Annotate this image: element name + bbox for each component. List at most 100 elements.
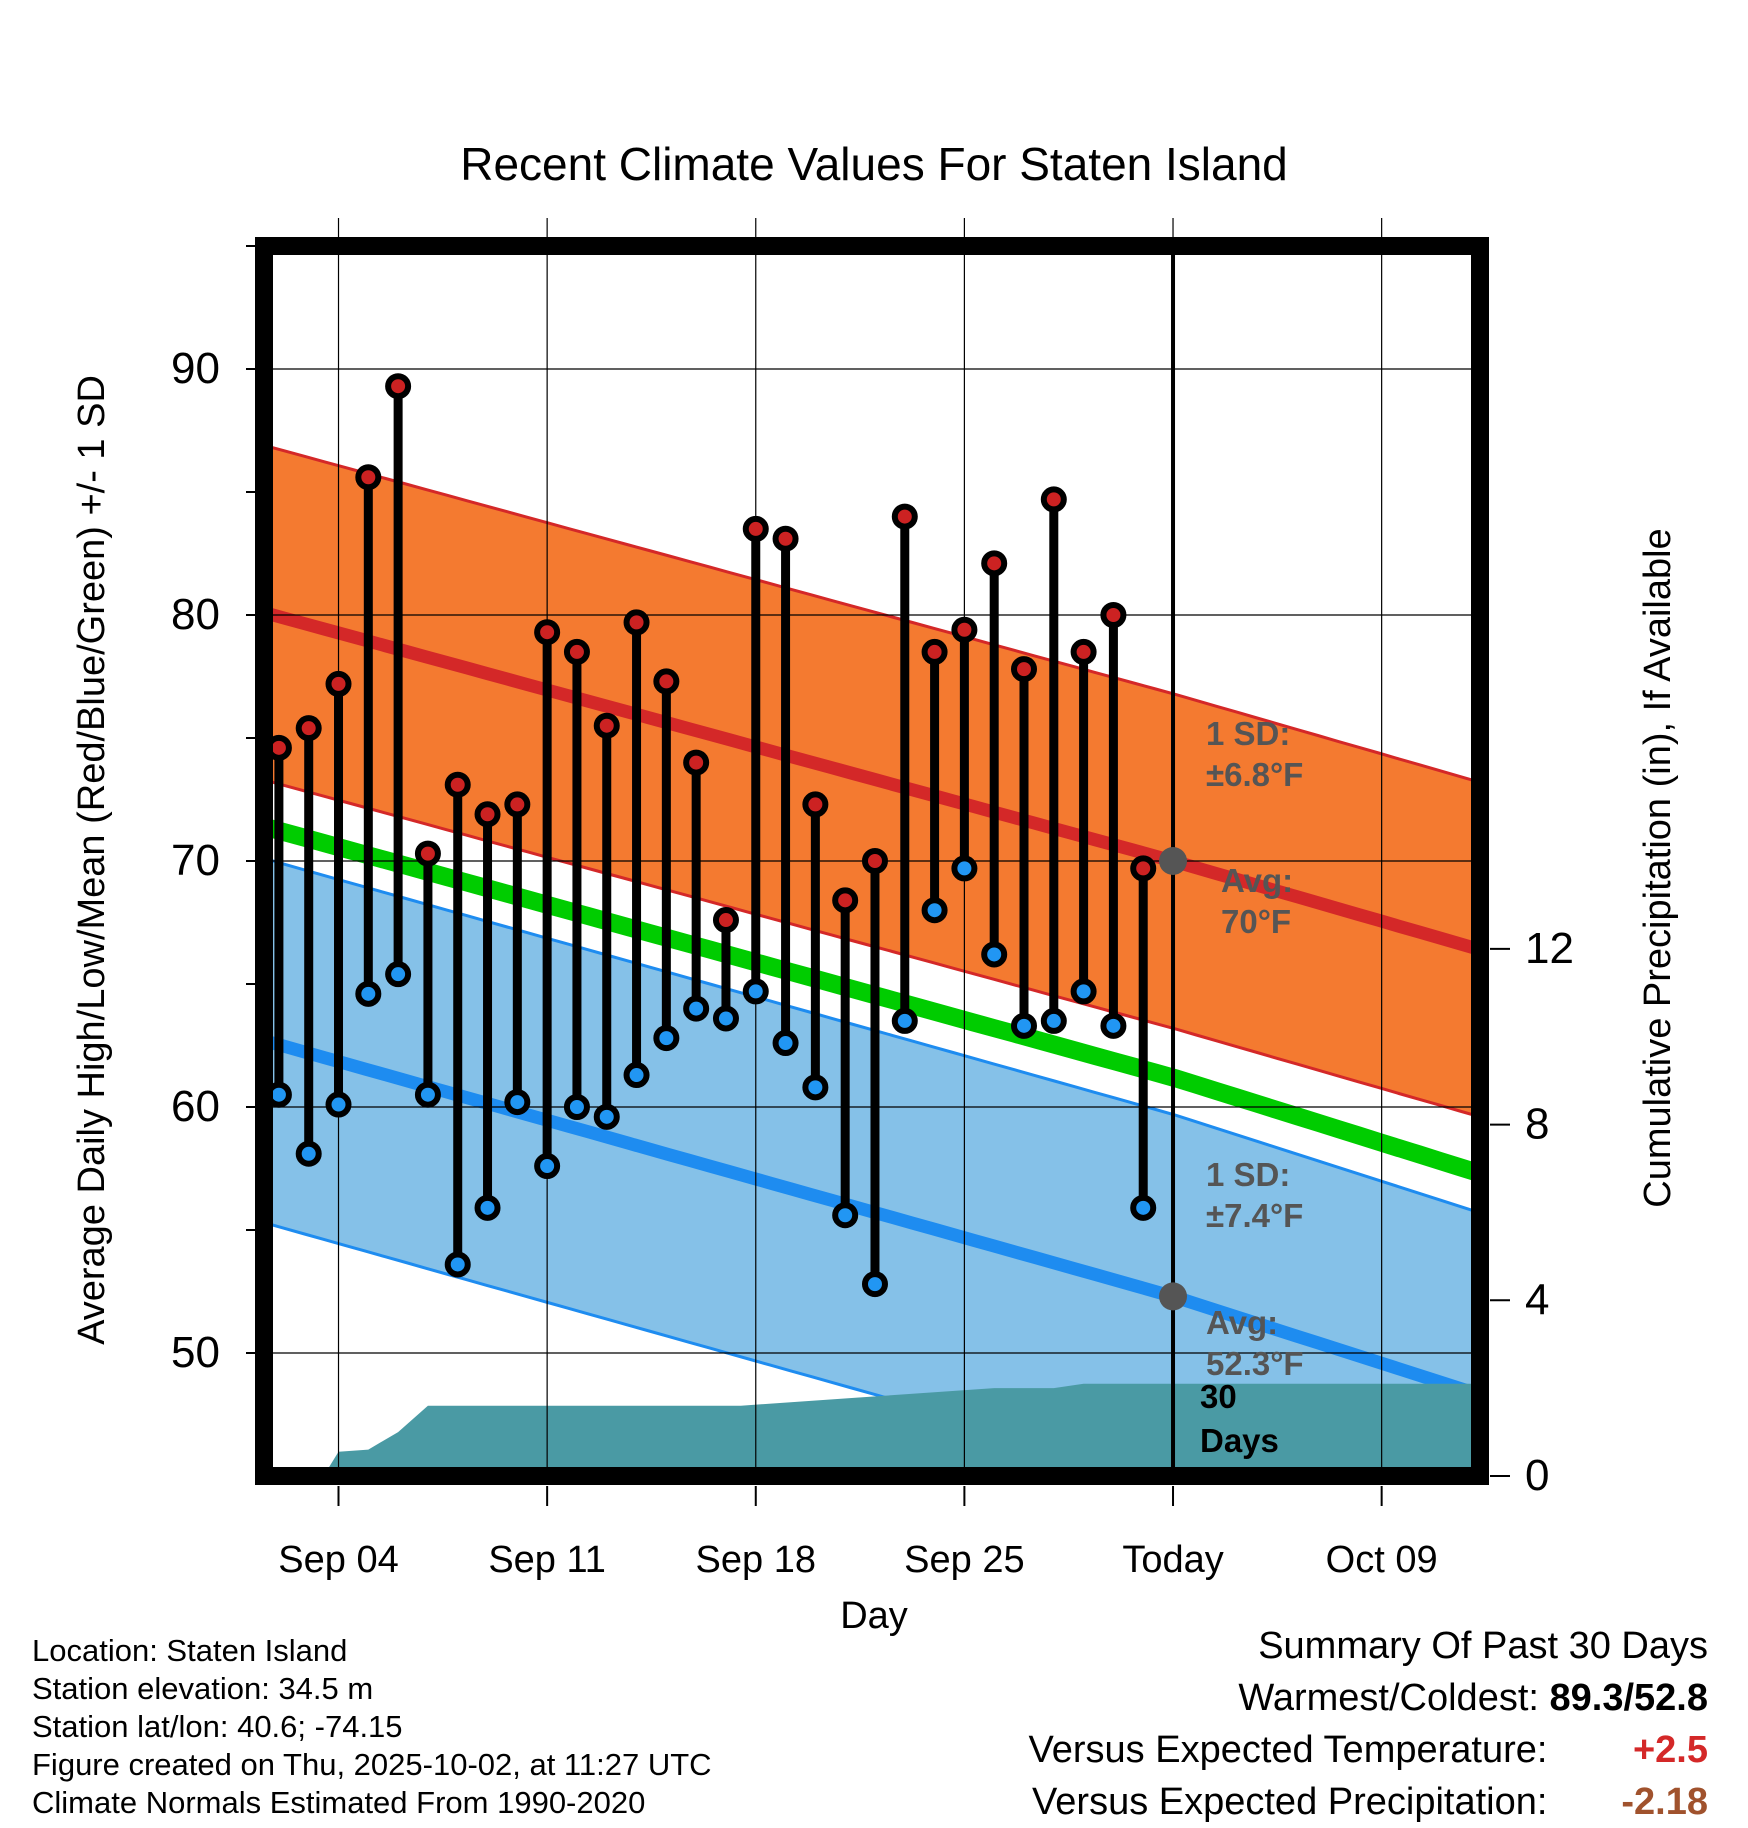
y-tick-label: 60 bbox=[171, 1082, 220, 1131]
daily-low-point bbox=[593, 1103, 620, 1130]
daily-low-point bbox=[861, 1271, 888, 1298]
station-info: Location: Staten Island Station elevatio… bbox=[32, 1632, 712, 1822]
daily-high-point bbox=[414, 840, 441, 867]
annotation-days-label: Days bbox=[1200, 1422, 1279, 1459]
precip-area bbox=[264, 1383, 1480, 1476]
daily-low-point bbox=[355, 980, 382, 1007]
annotation-high-avg-value: 70°F bbox=[1221, 903, 1291, 940]
daily-low-point bbox=[1070, 978, 1097, 1005]
daily-high-point bbox=[861, 848, 888, 874]
x-tick-label: Sep 11 bbox=[488, 1539, 606, 1581]
daily-low-point bbox=[385, 961, 412, 988]
daily-high-point bbox=[593, 712, 620, 739]
daily-low-point bbox=[683, 995, 710, 1022]
y2-tick-label: 8 bbox=[1525, 1100, 1549, 1149]
y2-tick-label: 12 bbox=[1525, 924, 1574, 973]
low-band-lower-edge bbox=[264, 1221, 1170, 1476]
daily-low-point bbox=[772, 1030, 799, 1057]
daily-high-point bbox=[1130, 855, 1157, 882]
daily-low-point bbox=[891, 1007, 918, 1034]
daily-low-point bbox=[981, 941, 1008, 968]
today-normal-low-marker bbox=[1159, 1282, 1188, 1311]
daily-high-point bbox=[653, 668, 680, 695]
daily-low-point bbox=[295, 1140, 322, 1167]
info-created: Figure created on Thu, 2025-10-02, at 11… bbox=[32, 1747, 712, 1782]
daily-low-point bbox=[444, 1251, 471, 1278]
daily-high-point bbox=[921, 638, 948, 665]
daily-low-point bbox=[504, 1089, 531, 1116]
x-axis-label: Day bbox=[840, 1595, 908, 1637]
y-tick-label: 80 bbox=[171, 590, 220, 639]
daily-high-point bbox=[742, 515, 769, 542]
annotation-high-sd-value: ±6.8°F bbox=[1206, 756, 1303, 793]
daily-high-point bbox=[534, 619, 561, 646]
daily-low-point bbox=[1011, 1012, 1037, 1039]
daily-high-point bbox=[712, 907, 739, 934]
summary-temp-label: Versus Expected Temperature: bbox=[1028, 1729, 1548, 1771]
daily-low-point bbox=[325, 1091, 352, 1118]
daily-high-point bbox=[832, 887, 859, 914]
daily-high-point bbox=[683, 749, 710, 776]
daily-high-point bbox=[385, 373, 412, 400]
summary-heading: Summary Of Past 30 Days bbox=[1258, 1625, 1708, 1667]
high-band-upper-edge bbox=[264, 443, 1480, 784]
plot-frame bbox=[255, 237, 1489, 1485]
daily-high-point bbox=[1070, 638, 1097, 665]
daily-high-point bbox=[891, 503, 918, 530]
daily-low-point bbox=[1100, 1012, 1127, 1039]
y-axis-label: Average Daily High/Low/Mean (Red/Blue/Gr… bbox=[71, 375, 113, 1345]
daily-high-point bbox=[1011, 656, 1037, 683]
y-tick-label: 70 bbox=[171, 836, 220, 885]
daily-low-point bbox=[1040, 1007, 1067, 1034]
daily-high-point bbox=[474, 801, 501, 828]
annotation-low-sd-value: ±7.4°F bbox=[1206, 1197, 1303, 1234]
daily-low-point bbox=[802, 1074, 829, 1101]
x-tick-label: Sep 25 bbox=[904, 1539, 1024, 1581]
daily-high-point bbox=[444, 771, 471, 798]
daily-high-point bbox=[623, 609, 650, 636]
normal-high-line bbox=[264, 606, 1480, 956]
summary-warmest-label: Warmest/Coldest: bbox=[1238, 1677, 1539, 1719]
y2-tick-label: 0 bbox=[1525, 1451, 1549, 1500]
daily-low-point bbox=[653, 1025, 680, 1052]
summary-precip-value: -2.18 bbox=[1621, 1781, 1708, 1823]
summary-precip-row: Versus Expected Precipitation: -2.18 bbox=[1029, 1776, 1708, 1828]
annotation-low-sd: 1 SD: bbox=[1206, 1156, 1290, 1193]
x-tick-label: Today bbox=[1122, 1539, 1223, 1581]
daily-high-point bbox=[1040, 486, 1067, 513]
annotation-high-avg: Avg: bbox=[1221, 862, 1293, 899]
daily-low-point bbox=[534, 1153, 561, 1180]
x-tick-label: Oct 09 bbox=[1326, 1539, 1438, 1581]
daily-low-point bbox=[414, 1081, 441, 1108]
summary-temp-row: Versus Expected Temperature: +2.5 bbox=[1029, 1724, 1708, 1776]
y2-tick-label: 4 bbox=[1525, 1275, 1549, 1324]
daily-low-point bbox=[832, 1202, 859, 1229]
annotation-low-avg-value: 52.3°F bbox=[1206, 1345, 1304, 1382]
y-tick-label: 50 bbox=[171, 1328, 220, 1377]
daily-low-point bbox=[921, 897, 948, 924]
daily-low-point bbox=[742, 978, 769, 1005]
daily-high-point bbox=[295, 715, 322, 742]
daily-high-point bbox=[504, 791, 531, 818]
info-location: Location: Staten Island bbox=[32, 1633, 348, 1668]
info-latlon: Station lat/lon: 40.6; -74.15 bbox=[32, 1709, 403, 1744]
chart-title: Recent Climate Values For Staten Island bbox=[460, 138, 1288, 190]
annotation-low-avg: Avg: bbox=[1206, 1304, 1278, 1341]
daily-high-point bbox=[981, 550, 1008, 577]
annotation-high-sd: 1 SD: bbox=[1206, 715, 1290, 752]
summary-warmest-row: Warmest/Coldest: 89.3/52.8 bbox=[1029, 1672, 1708, 1724]
summary-temp-value: +2.5 bbox=[1632, 1729, 1708, 1771]
info-elevation: Station elevation: 34.5 m bbox=[32, 1671, 374, 1706]
x-tick-label: Sep 18 bbox=[696, 1539, 816, 1581]
daily-low-point bbox=[712, 1005, 739, 1032]
daily-high-point bbox=[325, 670, 352, 697]
daily-low-point bbox=[563, 1094, 590, 1120]
y2-axis-label: Cumulative Precipitation (in), If Availa… bbox=[1637, 528, 1679, 1207]
daily-high-point bbox=[563, 638, 590, 665]
summary-warmest-value: 89.3/52.8 bbox=[1549, 1677, 1708, 1719]
daily-high-point bbox=[772, 525, 799, 552]
daily-high-point bbox=[355, 464, 382, 491]
summary-panel: Summary Of Past 30 Days Warmest/Coldest:… bbox=[1029, 1620, 1708, 1828]
annotation-days-count: 30 bbox=[1200, 1378, 1237, 1415]
